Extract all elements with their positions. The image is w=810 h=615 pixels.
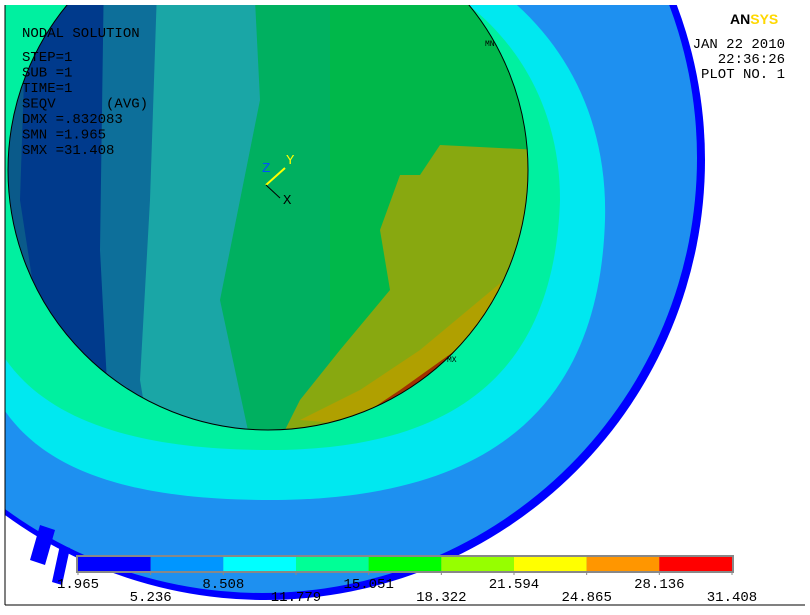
triad-y: Y bbox=[286, 153, 295, 169]
legend-label: 11.779 bbox=[271, 590, 321, 606]
header-line: SEQV (AVG) bbox=[22, 97, 148, 113]
header-line: TIME=1 bbox=[22, 81, 72, 97]
plot-number: PLOT NO. 1 bbox=[701, 67, 785, 83]
legend-swatch bbox=[441, 557, 514, 571]
legend-label: 24.865 bbox=[561, 590, 611, 606]
triad-z: Z bbox=[262, 161, 270, 177]
legend-label: 15.051 bbox=[343, 577, 393, 593]
legend-label: 1.965 bbox=[57, 577, 99, 593]
legend-swatch bbox=[223, 557, 296, 571]
hole-edge bbox=[7, 5, 529, 431]
time: 22:36:26 bbox=[718, 52, 785, 68]
triad: Y Z X bbox=[262, 153, 295, 209]
legend-label: 18.322 bbox=[416, 590, 466, 606]
legend-swatch bbox=[659, 557, 732, 571]
min-marker: MN bbox=[485, 40, 495, 49]
legend-swatch bbox=[368, 557, 442, 571]
legend-swatch bbox=[514, 557, 587, 571]
title: NODAL SOLUTION bbox=[22, 26, 140, 42]
legend-swatch bbox=[78, 557, 151, 571]
legend-label: 31.408 bbox=[707, 590, 757, 606]
header-line: SMN =1.965 bbox=[22, 128, 106, 144]
legend-label: 28.136 bbox=[634, 577, 684, 593]
legend: 1.965 5.236 8.508 11.779 15.051 18.322 21.594 2… bbox=[57, 555, 757, 606]
legend-swatch bbox=[586, 557, 660, 571]
legend-label: 21.594 bbox=[489, 577, 539, 593]
date: JAN 22 2010 bbox=[693, 37, 785, 53]
header-line: SMX =31.408 bbox=[22, 143, 114, 159]
contour bbox=[5, 5, 705, 600]
outer-bolts bbox=[30, 525, 70, 585]
legend-label: 5.236 bbox=[130, 590, 172, 606]
legend-swatch bbox=[296, 557, 369, 571]
triad-x: X bbox=[283, 193, 292, 209]
max-marker: MX bbox=[447, 356, 457, 365]
header-line: DMX =.832083 bbox=[22, 112, 123, 128]
header-line: STEP=1 bbox=[22, 50, 72, 66]
legend-label: 8.508 bbox=[202, 577, 244, 593]
logo: ANSYS bbox=[730, 11, 778, 27]
header-line: SUB =1 bbox=[22, 66, 72, 82]
legend-swatch bbox=[150, 557, 224, 571]
